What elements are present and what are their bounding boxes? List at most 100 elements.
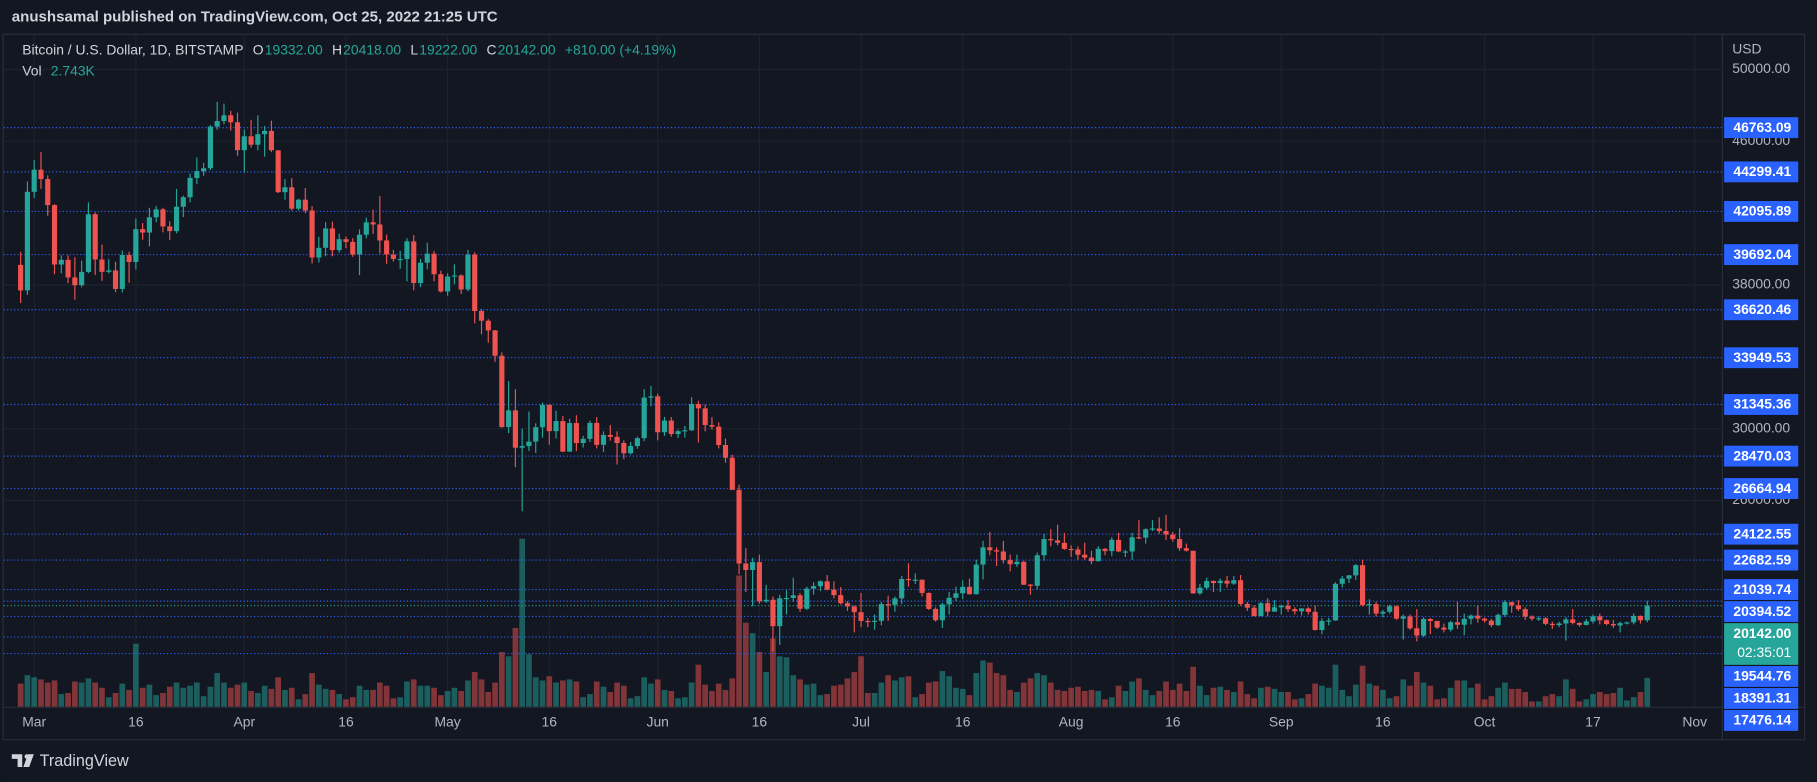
volume-bar	[1217, 686, 1224, 707]
volume-bar	[65, 693, 71, 707]
level-label: 17476.14	[1733, 712, 1791, 728]
candle-body	[1034, 555, 1040, 586]
candle-body	[1400, 616, 1406, 619]
candle-body	[1407, 616, 1413, 629]
volume-bar	[1108, 697, 1115, 707]
candle-body	[411, 241, 417, 284]
candle-body	[1258, 603, 1264, 617]
volume-bar	[1413, 672, 1420, 707]
volume-bar	[1102, 699, 1108, 707]
y-tick-label: 50000.00	[1732, 60, 1790, 76]
volume-bar	[1352, 684, 1359, 707]
volume-bar	[1468, 687, 1474, 707]
candle-body	[1285, 605, 1291, 610]
volume-bar	[1122, 690, 1129, 707]
volume-bar	[1285, 691, 1291, 707]
candle-body	[1454, 622, 1461, 625]
candle-body	[289, 187, 295, 209]
volume-bar	[1041, 675, 1047, 707]
volume-bar	[885, 675, 892, 707]
volume-bar	[38, 679, 44, 707]
volume-bar	[559, 680, 566, 707]
candle-body	[1468, 615, 1474, 619]
volume-bar	[600, 686, 607, 707]
volume-bar	[1129, 681, 1135, 707]
volume-bar	[268, 688, 275, 707]
volume-bar	[1183, 690, 1190, 707]
volume-bar	[1644, 677, 1651, 707]
volume-bar	[85, 678, 92, 707]
x-tick-label: 16	[542, 714, 558, 730]
candle-body	[790, 595, 796, 598]
candle-body	[119, 255, 125, 289]
x-tick-label: Mar	[22, 714, 46, 730]
volume-bar	[31, 677, 38, 707]
volume-bar	[1319, 685, 1325, 707]
candle-body	[1068, 548, 1074, 551]
volume-bar	[634, 696, 641, 707]
volume-bar	[1020, 682, 1027, 707]
attribution: anushsamal published on TradingView.com,…	[12, 8, 498, 25]
volume-bar	[1000, 675, 1007, 707]
candle-body	[302, 199, 308, 211]
volume-bar	[546, 676, 553, 707]
candle-body	[1109, 539, 1115, 552]
candle-body	[824, 581, 830, 590]
volume-bar	[1542, 696, 1549, 707]
y-tick-label: 30000.00	[1732, 419, 1790, 435]
candle-body	[356, 234, 363, 255]
ohlc-key: H	[332, 42, 342, 58]
candle-body	[1556, 623, 1562, 626]
candle-body	[858, 612, 864, 621]
candle-body	[1631, 615, 1637, 623]
volume-bar	[51, 680, 58, 707]
candle-body	[92, 214, 98, 260]
candle-body	[1292, 609, 1298, 612]
level-label: 33949.53	[1733, 349, 1791, 365]
candle-body	[295, 199, 302, 209]
volume-bar	[1630, 697, 1637, 707]
volume-bar	[1596, 691, 1603, 707]
candle-body	[1149, 528, 1156, 530]
candle-body	[838, 595, 844, 604]
volume-bar	[797, 679, 803, 707]
candle-body	[1007, 560, 1013, 565]
volume-bar	[356, 685, 363, 707]
candle-body	[58, 259, 64, 265]
volume-bar	[648, 683, 654, 707]
volume-bar	[1481, 699, 1488, 707]
volume-bar	[1197, 685, 1203, 707]
volume-bar	[695, 664, 702, 707]
candle-body	[1637, 615, 1644, 621]
volume-bar	[302, 694, 309, 707]
volume-bar	[1427, 685, 1434, 707]
volume-bar	[349, 697, 356, 707]
volume-bar	[78, 682, 85, 707]
candle-body	[1542, 618, 1549, 624]
volume-bar	[959, 688, 966, 707]
candle-body	[560, 421, 566, 452]
candle-body	[689, 404, 695, 431]
candle-body	[655, 396, 661, 433]
candle-body	[546, 404, 552, 432]
volume-bar	[99, 687, 105, 707]
volume-bar	[620, 685, 627, 707]
candle-body	[1299, 608, 1305, 612]
volume-bar	[993, 673, 1000, 707]
candle-body	[133, 229, 139, 263]
level-label: 21039.74	[1733, 581, 1791, 597]
volume-bar	[241, 682, 248, 707]
volume-bar	[1590, 694, 1596, 707]
volume-bar	[526, 654, 532, 707]
volume-bar	[641, 677, 648, 707]
volume-bar	[912, 697, 919, 707]
candle-body	[743, 563, 749, 570]
candle-body	[478, 311, 485, 321]
candle-body	[580, 438, 586, 444]
volume-bar	[715, 683, 722, 707]
volume-bar	[261, 685, 268, 707]
volume-bar	[1420, 682, 1427, 707]
volume-bar	[322, 688, 329, 707]
